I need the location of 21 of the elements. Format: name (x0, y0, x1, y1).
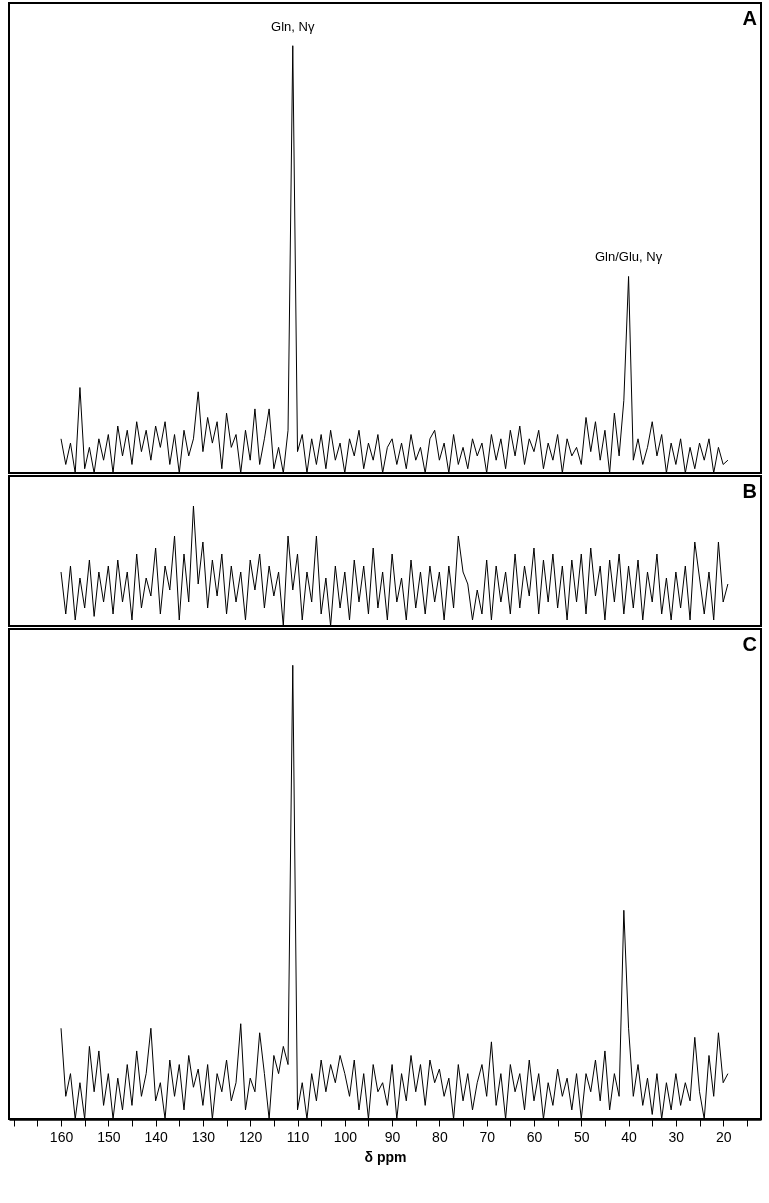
x-tick-label: 80 (432, 1128, 448, 1145)
x-tick-label: 130 (191, 1128, 216, 1145)
annotation: Gln/Glu, Nγ (594, 249, 663, 265)
x-tick-label: 120 (239, 1128, 263, 1145)
text: C (742, 633, 757, 655)
annotation: Gln, Nγ (271, 18, 315, 34)
text: A (742, 7, 757, 29)
x-tick-label: 70 (479, 1128, 496, 1145)
x-tick-label: 90 (384, 1128, 401, 1145)
x-tick-label: 110 (286, 1128, 310, 1145)
x-tick-label: 150 (97, 1128, 121, 1145)
x-tick-label: 140 (144, 1128, 169, 1145)
x-tick-label: 50 (573, 1128, 590, 1145)
x-tick-label: 20 (715, 1128, 732, 1145)
x-tick-label: 40 (621, 1128, 638, 1145)
x-axis-title: δ ppm (364, 1148, 407, 1165)
text: B (742, 480, 757, 502)
x-tick-label: 160 (49, 1128, 74, 1145)
x-tick-label: 30 (668, 1128, 685, 1145)
x-tick-label: 100 (333, 1128, 358, 1145)
x-tick-label: 60 (526, 1128, 543, 1145)
